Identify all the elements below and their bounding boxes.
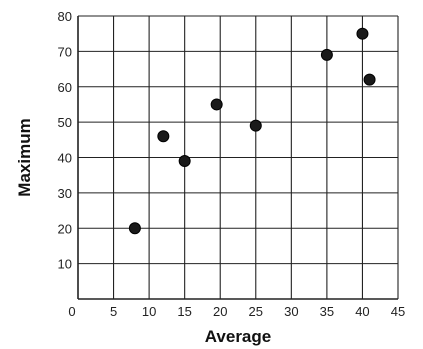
y-tick-label: 60 <box>58 80 72 95</box>
y-tick-label: 10 <box>58 257 72 272</box>
y-axis-title: Maximum <box>15 118 34 196</box>
x-tick-label: 5 <box>110 304 117 319</box>
x-tick-label: 0 <box>68 304 75 319</box>
data-point <box>210 98 223 111</box>
x-tick-label: 10 <box>142 304 156 319</box>
y-tick-label: 30 <box>58 186 72 201</box>
data-point <box>249 119 262 132</box>
data-point <box>320 48 333 61</box>
data-point <box>157 130 170 143</box>
y-tick-labels: 10 20 30 40 50 60 70 80 <box>58 9 72 272</box>
x-tick-label: 15 <box>177 304 191 319</box>
y-tick-label: 70 <box>58 44 72 59</box>
y-tick-label: 20 <box>58 221 72 236</box>
y-tick-label: 40 <box>58 151 72 166</box>
y-tick-label: 50 <box>58 115 72 130</box>
x-tick-label: 45 <box>391 304 405 319</box>
x-tick-label: 35 <box>320 304 334 319</box>
data-point <box>178 155 191 168</box>
data-point <box>128 222 141 235</box>
y-tick-label: 80 <box>58 9 72 24</box>
x-tick-labels: 0 5 10 15 20 25 30 35 40 45 <box>68 304 405 319</box>
x-tick-label: 40 <box>355 304 369 319</box>
data-point <box>363 73 376 86</box>
x-tick-label: 20 <box>213 304 227 319</box>
grid-lines <box>77 15 399 300</box>
x-tick-label: 25 <box>249 304 263 319</box>
data-point <box>356 27 369 40</box>
data-points <box>128 27 376 235</box>
x-axis-title: Average <box>205 327 271 346</box>
x-tick-label: 30 <box>284 304 298 319</box>
